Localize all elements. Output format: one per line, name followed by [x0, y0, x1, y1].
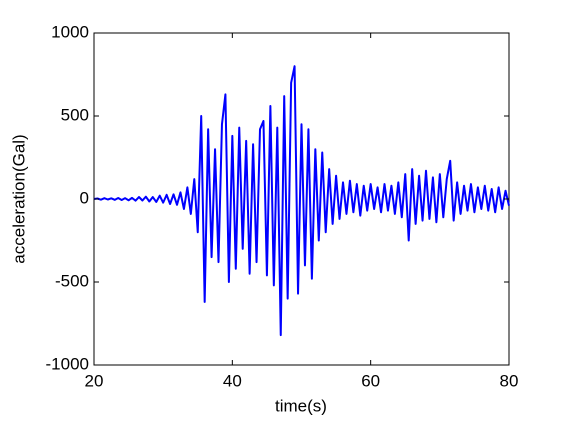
x-tick-label: 20: [85, 371, 104, 390]
y-tick-label: 500: [61, 105, 89, 124]
y-tick-label: 1000: [51, 22, 89, 41]
x-tick-label: 40: [223, 371, 242, 390]
plot-area: [93, 32, 510, 366]
x-tick-label: 60: [361, 371, 380, 390]
x-axis-label: time(s): [275, 396, 327, 415]
data-line: [93, 65, 510, 337]
y-tick-label: 0: [80, 188, 89, 207]
x-tick-label: 80: [500, 371, 519, 390]
y-axis-label: acceleration(Gal): [9, 134, 28, 263]
y-tick-label: -500: [55, 271, 89, 290]
y-tick-label: -1000: [46, 354, 89, 373]
